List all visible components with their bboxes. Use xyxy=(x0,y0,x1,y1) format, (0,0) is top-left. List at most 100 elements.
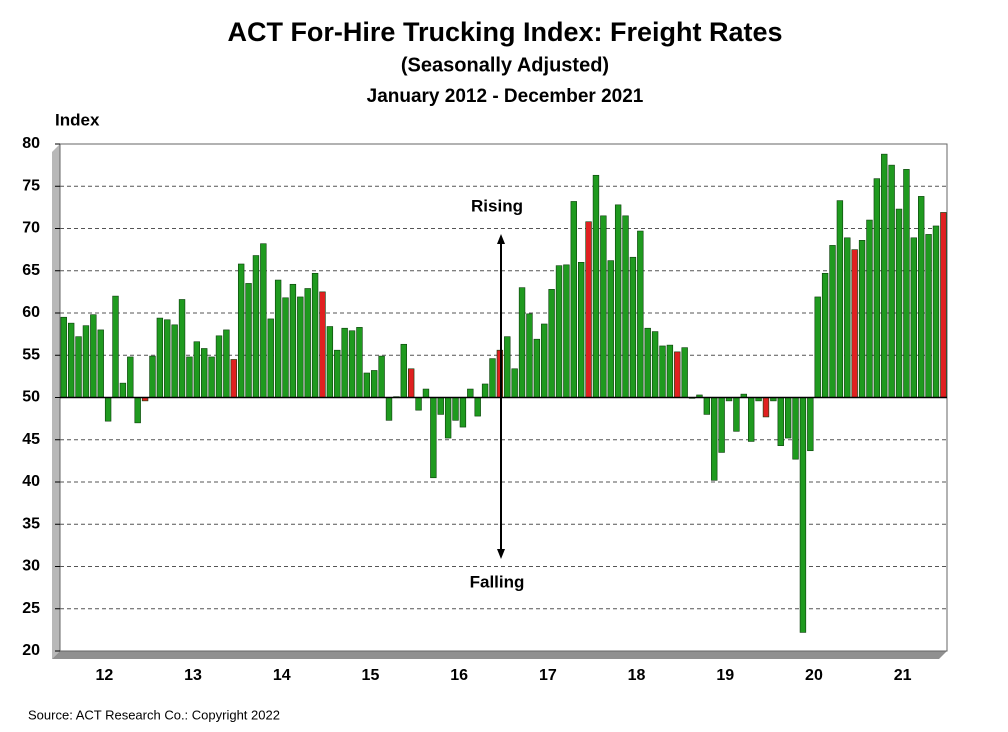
bar xyxy=(881,153,888,398)
bar xyxy=(341,327,348,398)
bar xyxy=(178,299,186,398)
bar xyxy=(703,397,711,415)
bar xyxy=(918,196,925,398)
bar xyxy=(112,295,119,398)
date-range: January 2012 - December 2021 xyxy=(367,86,644,107)
bar xyxy=(844,237,851,398)
bar xyxy=(97,329,104,398)
bar xyxy=(807,397,814,452)
bar xyxy=(533,338,541,398)
arrow-head-up xyxy=(497,234,505,244)
bar xyxy=(585,221,592,398)
x-tick-label: 16 xyxy=(450,667,468,684)
y-tick-label: 45 xyxy=(22,431,40,448)
bar xyxy=(622,215,629,398)
bar xyxy=(437,397,444,415)
bar xyxy=(208,356,215,398)
bar xyxy=(149,355,156,398)
bar xyxy=(223,329,230,398)
bar xyxy=(348,330,356,398)
bar xyxy=(193,341,201,398)
bar xyxy=(762,397,770,418)
bar xyxy=(481,383,489,398)
bar xyxy=(385,397,393,421)
bar xyxy=(297,296,304,398)
bar xyxy=(186,356,193,398)
bar xyxy=(82,325,90,398)
bar xyxy=(607,260,614,398)
bar xyxy=(67,322,75,398)
bar xyxy=(711,397,718,481)
bar xyxy=(371,370,378,398)
bar xyxy=(895,208,903,398)
bar xyxy=(245,283,252,398)
bar xyxy=(127,356,134,398)
bar xyxy=(104,397,112,422)
bar xyxy=(444,397,452,439)
bar xyxy=(681,347,688,398)
bar xyxy=(748,397,755,442)
bar xyxy=(274,279,282,398)
bar xyxy=(511,368,518,398)
bar xyxy=(319,291,326,398)
bar xyxy=(526,313,533,398)
bar xyxy=(75,336,82,398)
bar xyxy=(474,397,481,417)
bar xyxy=(215,335,223,398)
x-tick-label: 21 xyxy=(894,667,912,684)
x-tick-label: 14 xyxy=(273,667,291,684)
bar xyxy=(356,327,363,398)
x-tick-label: 15 xyxy=(362,667,380,684)
bar xyxy=(267,318,274,398)
annotation-rising: Rising xyxy=(471,196,523,215)
y-tick-label: 30 xyxy=(22,558,40,575)
x-tick-label: 12 xyxy=(95,667,113,684)
bar xyxy=(548,289,555,398)
y-tick-label: 60 xyxy=(22,304,40,321)
y-tick-label: 25 xyxy=(22,600,40,617)
bar xyxy=(289,283,297,398)
bar xyxy=(637,230,644,398)
source: Source: ACT Research Co.: Copyright 2022 xyxy=(28,707,280,722)
plot-wall xyxy=(52,144,60,659)
bar xyxy=(866,219,873,398)
arrow-head-down xyxy=(497,549,505,559)
bar xyxy=(592,174,600,398)
y-tick-label: 35 xyxy=(22,515,40,532)
bar xyxy=(363,372,371,398)
bar xyxy=(378,355,385,398)
bar xyxy=(651,331,659,398)
bar xyxy=(407,368,415,398)
bar xyxy=(910,237,917,398)
y-tick-label: 20 xyxy=(22,642,40,659)
bar xyxy=(718,397,725,453)
bar xyxy=(821,272,829,398)
bar xyxy=(171,324,178,398)
x-tick-label: 20 xyxy=(805,667,823,684)
bar xyxy=(304,288,311,398)
bar xyxy=(230,359,237,398)
bar xyxy=(237,263,245,398)
x-tick-label: 19 xyxy=(716,667,734,684)
bar xyxy=(459,397,467,428)
bar xyxy=(903,169,910,398)
x-tick-label: 17 xyxy=(539,667,557,684)
chart-subtitle: (Seasonally Adjusted) xyxy=(401,54,609,76)
bar xyxy=(666,344,674,398)
bar xyxy=(282,297,289,398)
bar xyxy=(504,336,511,398)
bar xyxy=(201,348,208,398)
bar xyxy=(777,397,784,446)
bar xyxy=(570,201,577,398)
bar xyxy=(260,243,267,398)
bar xyxy=(925,234,932,398)
bar xyxy=(134,397,141,424)
bar xyxy=(452,397,459,421)
bar xyxy=(555,265,563,398)
plot-floor xyxy=(52,651,947,659)
x-tick-label: 18 xyxy=(628,667,646,684)
bar xyxy=(600,215,607,398)
bar xyxy=(430,397,437,479)
bar xyxy=(792,397,799,460)
